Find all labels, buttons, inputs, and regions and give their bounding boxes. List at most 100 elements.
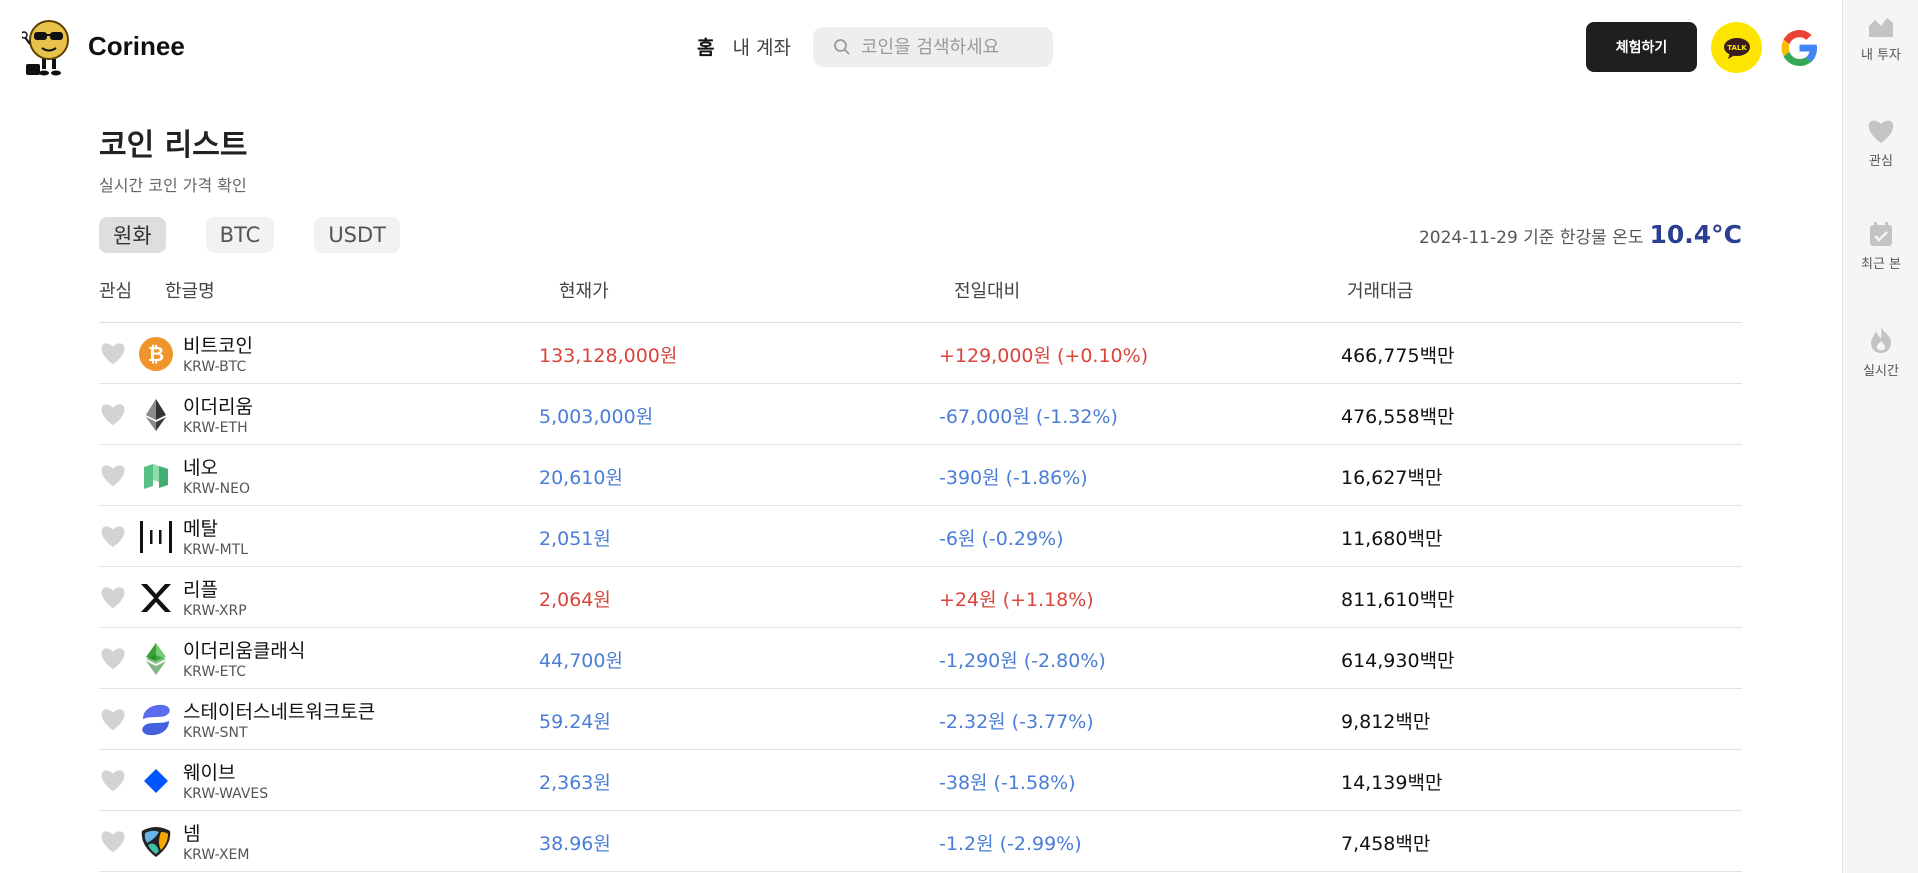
logo[interactable]: Corinee [22,16,185,76]
coin-change: +24원 (+1.18%) [939,589,1094,611]
sidebar-item-label: 실시간 [1863,364,1899,379]
ethereum-classic-icon [146,643,166,675]
table-row[interactable]: 웨이브 KRW-WAVES 2,363원 -38원 (-1.58%) 14,13… [99,750,1742,811]
search-box[interactable] [813,27,1053,67]
kakao-talk-label: TALK [1727,44,1747,52]
metal-icon [140,521,172,553]
table-row[interactable]: 리플 KRW-XRP 2,064원 +24원 (+1.18%) 811,610백… [99,567,1742,628]
svg-text:₿: ₿ [148,342,164,366]
tab-btc[interactable]: BTC [205,217,275,253]
heart-icon[interactable] [99,706,127,732]
table-row[interactable]: 이더리움클래식 KRW-ETC 44,700원 -1,290원 (-2.80%)… [99,628,1742,689]
sidebar-item-recent[interactable]: 최근 본 [1843,221,1918,272]
kakao-talk-icon: TALK [1723,37,1750,59]
heart-icon[interactable] [99,584,127,610]
ethereum-icon [146,399,166,431]
coin-name: 스테이터스네트워크토큰 [183,701,376,723]
coin-name: 네오 [183,457,218,479]
column-header-favorite: 관심 [99,281,133,302]
header: Corinee 홈 내 계좌 체험하기 TALK [0,0,1842,95]
coin-code: KRW-XRP [183,603,247,619]
coin-price: 20,610원 [539,467,623,489]
coin-mascot-icon [22,20,69,76]
han-river-temperature: 2024-11-29 기준 한강물 온도 10.4°C [1419,220,1742,249]
table-row[interactable]: 스테이터스네트워크토큰 KRW-SNT 59.24원 -2.32원 (-3.77… [99,689,1742,750]
table-row[interactable]: 넴 KRW-XEM 38.96원 -1.2원 (-2.99%) 7,458백만 [99,811,1742,872]
heart-icon[interactable] [99,645,127,671]
coin-volume: 811,610백만 [1341,589,1455,611]
heart-icon[interactable] [99,401,127,427]
main-content: 코인 리스트 실시간 코인 가격 확인 원화 BTC USDT 2024-11-… [99,120,1742,872]
heart-icon [1868,120,1894,143]
heart-icon[interactable] [99,828,127,854]
sidebar-item-my-investment[interactable]: 내 투자 [1843,14,1918,63]
status-icon [142,704,170,736]
coin-code: KRW-BTC [183,359,247,375]
temperature-label: 2024-11-29 기준 한강물 온도 [1418,228,1644,248]
tab-krw[interactable]: 원화 [99,217,166,253]
coin-price: 44,700원 [539,650,623,672]
coin-change: -1,290원 (-2.80%) [939,650,1106,672]
table-row[interactable]: 이더리움 KRW-ETH 5,003,000원 -67,000원 (-1.32%… [99,384,1742,445]
right-sidebar: 내 투자 관심 최근 본 실시간 [1842,0,1918,873]
coin-code: KRW-ETH [183,420,248,436]
table-row[interactable]: ₿ 비트코인 KRW-BTC 133,128,000원 +129,000원 (+… [99,323,1742,384]
coin-change: -38원 (-1.58%) [939,772,1076,794]
heart-icon[interactable] [99,523,127,549]
table-row[interactable]: 네오 KRW-NEO 20,610원 -390원 (-1.86%) 16,627… [99,445,1742,506]
coin-code: KRW-MTL [183,542,249,558]
coin-price: 2,051원 [539,528,611,550]
column-header-volume[interactable]: 거래대금 [1347,281,1414,302]
heart-icon[interactable] [99,462,127,488]
table-header: 관심 한글명 현재가 전일대비 거래대금 [99,277,1742,323]
coin-volume: 614,930백만 [1341,650,1455,672]
coin-name: 넴 [183,823,201,845]
coin-name: 비트코인 [183,335,253,357]
sidebar-item-realtime[interactable]: 실시간 [1843,326,1918,379]
column-header-change[interactable]: 전일대비 [954,281,1021,302]
coin-name: 이더리움 [183,396,253,418]
coin-price: 38.96원 [539,833,611,855]
neo-icon [144,464,168,489]
column-header-name[interactable]: 한글명 [165,281,215,302]
coin-code: KRW-XEM [183,847,250,863]
coin-change: -67,000원 (-1.32%) [939,406,1118,428]
coin-volume: 14,139백만 [1341,772,1443,794]
coin-code: KRW-WAVES [183,786,269,802]
coin-name: 메탈 [183,518,218,540]
coin-code: KRW-NEO [183,481,251,497]
coin-volume: 9,812백만 [1341,711,1431,733]
page-subtitle: 실시간 코인 가격 확인 [99,176,247,195]
search-icon [834,39,850,55]
column-header-price[interactable]: 현재가 [559,281,609,302]
waves-icon [144,769,168,793]
coin-volume: 11,680백만 [1341,528,1443,550]
page-title: 코인 리스트 [99,128,248,163]
sidebar-item-label: 최근 본 [1860,257,1901,272]
google-icon [1781,30,1817,66]
coin-volume: 7,458백만 [1341,833,1431,855]
coin-price: 59.24원 [539,711,611,733]
nav-account[interactable]: 내 계좌 [732,37,791,59]
tab-usdt[interactable]: USDT [314,217,401,253]
nem-icon [141,827,171,857]
heart-icon[interactable] [99,340,127,366]
heart-icon[interactable] [99,767,127,793]
kakao-login-button[interactable]: TALK [1711,22,1762,73]
coin-volume: 16,627백만 [1341,467,1443,489]
coin-name: 리플 [183,579,218,601]
google-login-button[interactable] [1774,22,1825,73]
coin-change: -1.2원 (-2.99%) [939,833,1082,855]
chart-icon [1869,18,1893,37]
brand-name: Corinee [88,30,185,61]
try-button[interactable]: 체험하기 [1586,22,1697,72]
nav-home[interactable]: 홈 [697,37,715,59]
sidebar-item-label: 내 투자 [1860,48,1901,63]
coin-name: 이더리움클래식 [183,640,306,662]
xrp-icon [141,584,171,612]
coin-table: ₿ 비트코인 KRW-BTC 133,128,000원 +129,000원 (+… [99,323,1742,872]
sidebar-item-favorites[interactable]: 관심 [1843,118,1918,169]
table-row[interactable]: 메탈 KRW-MTL 2,051원 -6원 (-0.29%) 11,680백만 [99,506,1742,567]
search-input[interactable] [861,36,1041,58]
sidebar-item-label: 관심 [1869,154,1893,169]
